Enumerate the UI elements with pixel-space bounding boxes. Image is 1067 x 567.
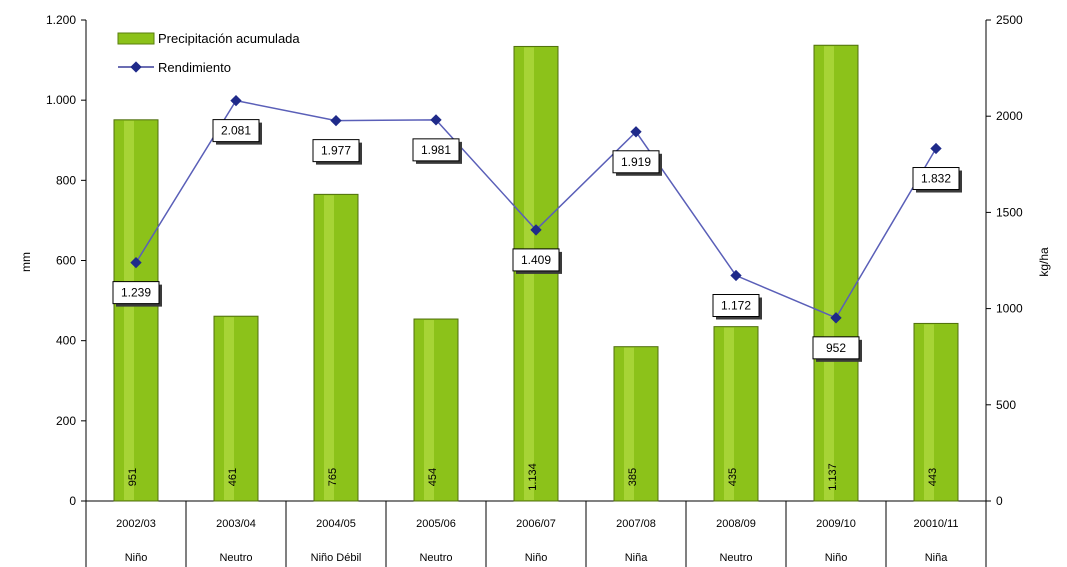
y-tick-label: 400	[56, 334, 76, 348]
y2-axis-title: kg/ha	[1037, 247, 1051, 277]
bar	[814, 45, 858, 501]
y2-tick-label: 1000	[996, 302, 1023, 316]
bar-value-label: 435	[727, 468, 739, 486]
line-value-label: 1.981	[421, 143, 451, 157]
line-value-label: 1.172	[721, 299, 751, 313]
y-tick-label: 600	[56, 254, 76, 268]
y-tick-label: 800	[56, 173, 76, 187]
bar-highlight	[124, 121, 134, 500]
line-point	[730, 270, 741, 281]
line-value-label: 1.832	[921, 172, 951, 186]
y-tick-label: 1.200	[46, 13, 76, 27]
x-tick-label: 20010/11	[913, 518, 958, 530]
x-tick-label: 2008/09	[716, 518, 756, 530]
y-tick-label: 200	[56, 414, 76, 428]
line-value-label: 1.409	[521, 253, 551, 267]
bar	[114, 120, 158, 501]
y2-tick-label: 0	[996, 494, 1003, 508]
legend-line-label: Rendimiento	[158, 60, 231, 75]
bar-value-label: 454	[427, 468, 439, 486]
y-axis-title: mm	[19, 252, 33, 272]
bar-highlight	[324, 195, 334, 500]
enso-phase-label: Niño	[825, 552, 848, 564]
bar	[314, 194, 358, 501]
x-tick-label: 2003/04	[216, 518, 256, 530]
bar-value-label: 765	[327, 468, 339, 486]
enso-phase-label: Niño	[125, 552, 148, 564]
enso-phase-label: Niña	[625, 552, 649, 564]
x-tick-label: 2004/05	[316, 518, 356, 530]
bar-value-label: 443	[927, 468, 939, 486]
x-tick-label: 2007/08	[616, 518, 656, 530]
legend: Precipitación acumulada Rendimiento	[118, 31, 300, 75]
legend-line-marker	[130, 61, 141, 72]
line-value-label: 2.081	[221, 124, 251, 138]
enso-phase-label: Niño	[525, 552, 548, 564]
y2-tick-label: 2000	[996, 109, 1023, 123]
bar-highlight	[824, 46, 834, 500]
line-value-label: 1.977	[321, 144, 351, 158]
bar-value-label: 951	[127, 468, 139, 486]
line-point	[330, 115, 341, 126]
enso-phase-label: Neutro	[719, 552, 752, 564]
y-tick-label: 0	[69, 494, 76, 508]
line-value-label: 952	[826, 341, 846, 355]
bar-value-label: 461	[227, 468, 239, 486]
line-value-label: 1.239	[121, 286, 151, 300]
enso-phase-label: Niño Débil	[311, 552, 362, 564]
bar-value-label: 385	[627, 468, 639, 486]
x-tick-label: 2009/10	[816, 518, 856, 530]
x-tick-label: 2002/03	[116, 518, 156, 530]
enso-phase-label: Neutro	[219, 552, 252, 564]
line-point	[230, 95, 241, 106]
enso-phase-label: Niña	[925, 552, 949, 564]
line-point	[930, 143, 941, 154]
x-tick-label: 2006/07	[516, 518, 556, 530]
enso-phase-label: Neutro	[419, 552, 452, 564]
legend-bar-label: Precipitación acumulada	[158, 31, 300, 46]
y2-tick-label: 1500	[996, 205, 1023, 219]
legend-bar-swatch	[118, 33, 154, 44]
line-value-label: 1.919	[621, 155, 651, 169]
x-tick-label: 2005/06	[416, 518, 456, 530]
y-tick-label: 1.000	[46, 93, 76, 107]
y2-tick-label: 500	[996, 398, 1016, 412]
y2-tick-label: 2500	[996, 13, 1023, 27]
bar-value-label: 1.134	[527, 463, 539, 491]
bar-value-label: 1.137	[827, 463, 839, 491]
